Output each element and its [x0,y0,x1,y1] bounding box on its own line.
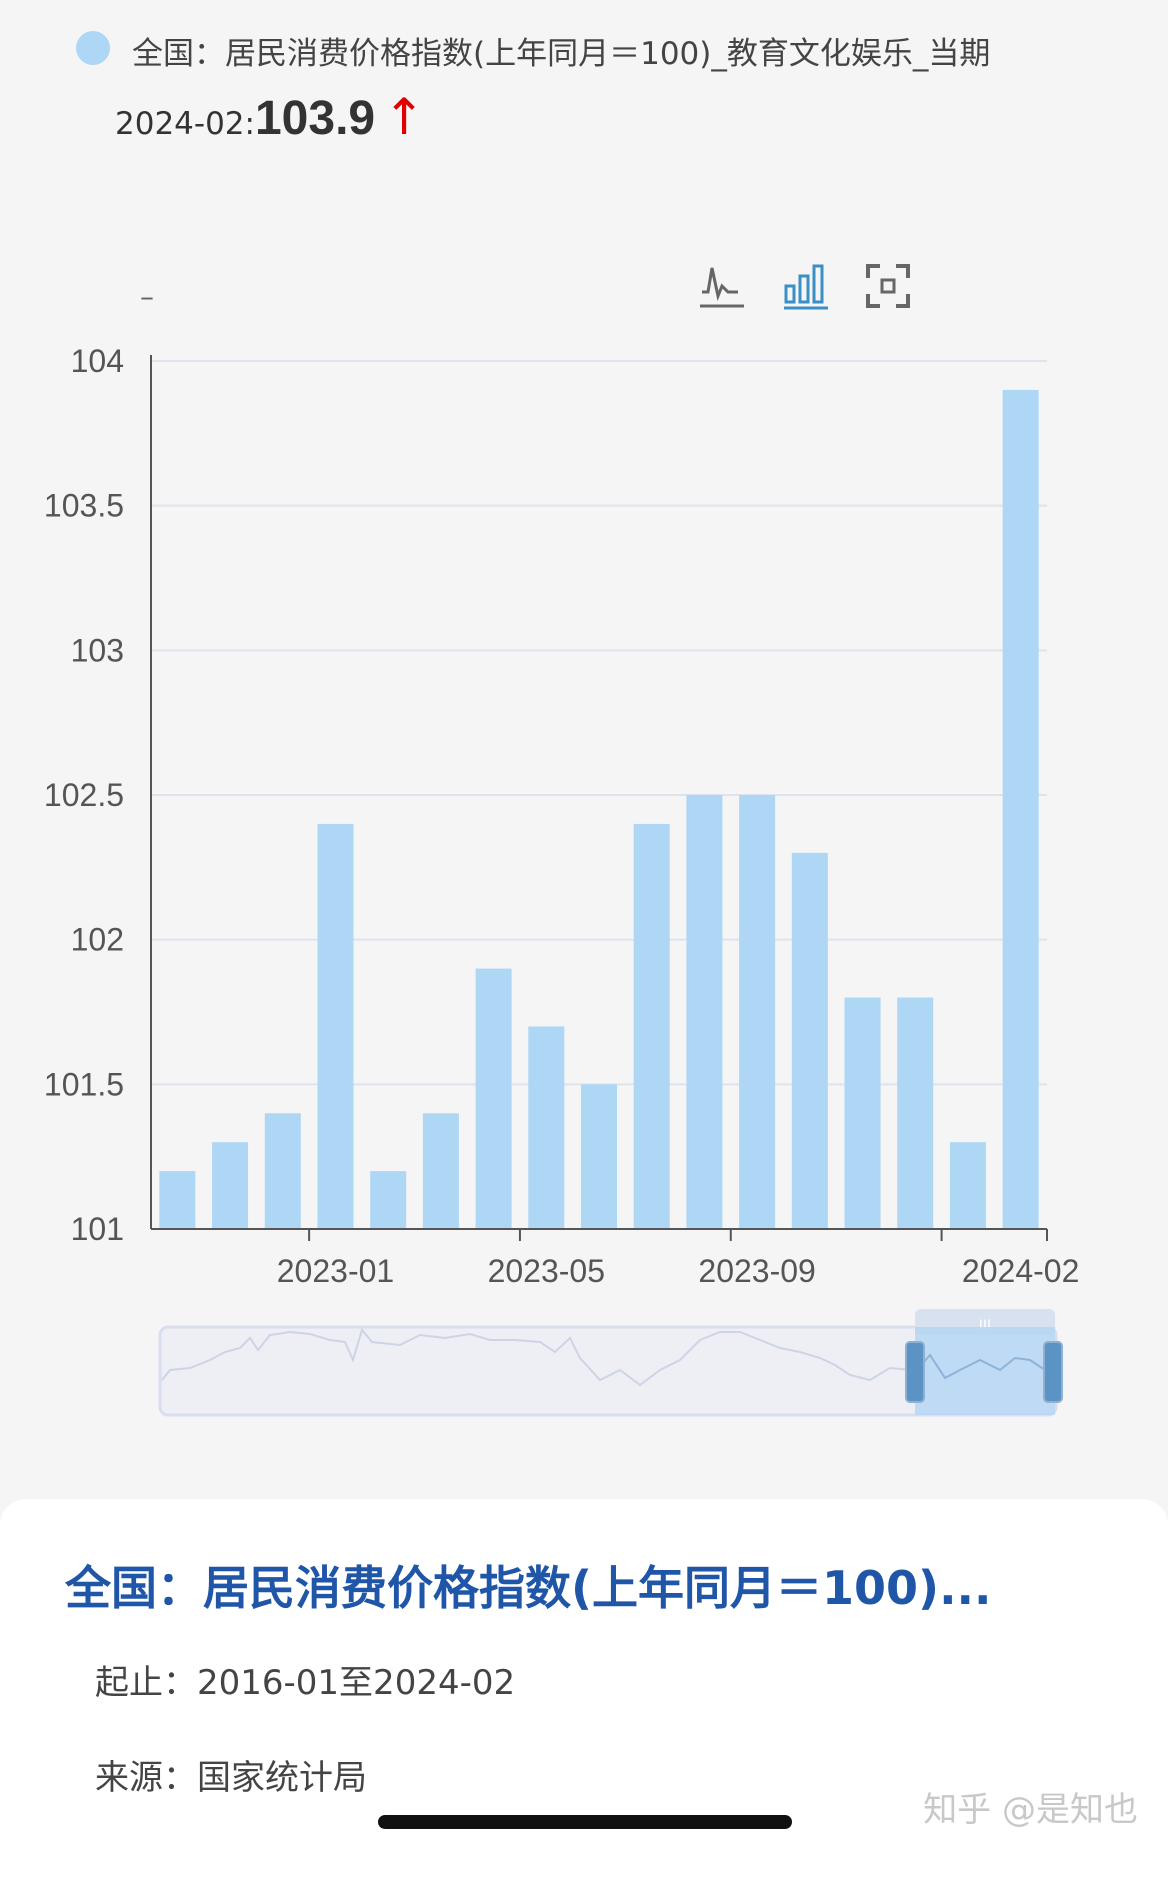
bar-chart: 101 101.5 102 102.5 103 103.5 104 2023-01 2023-0… [44,343,1079,1417]
bar-2023-01[interactable] [317,823,354,1229]
home-indicator[interactable] [378,1815,792,1829]
card-title[interactable]: 全国：居民消费价格指数(上年同月＝100)... [65,1561,992,1615]
data-zoom-selection[interactable] [915,1327,1055,1415]
x-tick-label: 2023-09 [698,1253,815,1289]
source-row: 来源：国家统计局 [95,1750,367,1799]
y-tick-label: 103 [71,632,124,668]
period-row: 起止：2016-01至2024-02 [95,1655,515,1704]
bar-2023-04[interactable] [475,968,512,1229]
latest-number: 103.9 [254,92,376,145]
bar-2023-05[interactable] [528,1026,565,1229]
bar-2023-08[interactable] [686,795,723,1229]
y-tick-label: 103.5 [44,488,124,524]
bar-2022-11[interactable] [212,1142,249,1229]
line-chart-icon[interactable] [698,262,746,310]
data-zoom-selected-line [914,1353,1053,1380]
bar-2023-11[interactable] [844,997,881,1229]
source-value: 国家统计局 [197,1758,367,1798]
unit-label: – [140,280,154,313]
source-label: 来源： [95,1758,197,1798]
info-card [0,1499,1168,1899]
latest-date: 2024-02: [115,106,255,142]
x-tick-label: 2023-01 [277,1253,394,1289]
period-label: 起止： [95,1663,197,1703]
bar-2023-09[interactable] [739,795,776,1229]
bar-2023-07[interactable] [633,823,670,1229]
y-tick-label: 101 [71,1211,124,1247]
y-tick-label: 101.5 [44,1066,124,1102]
data-zoom-left-handle[interactable] [905,1341,925,1403]
watermark: 知乎 @是知也 [923,1790,1138,1830]
y-tick-label: 102 [71,922,124,958]
x-tick-label: 2024-02 [962,1253,1079,1289]
y-tick-label: 104 [71,343,124,379]
legend-marker[interactable] [76,31,110,65]
bar-2023-03[interactable] [422,1113,459,1229]
bar-2023-12[interactable] [897,997,934,1229]
data-zoom-right-handle[interactable] [1043,1341,1063,1403]
bar-2022-12[interactable] [264,1113,301,1229]
y-tick-label: 102.5 [44,777,124,813]
period-value: 2016-01至2024-02 [197,1663,516,1703]
legend-label[interactable]: 全国：居民消费价格指数(上年同月＝100)_教育文化娱乐_当期 [132,36,991,72]
trend-up-icon: ↑ [383,88,426,146]
bar-2023-02[interactable] [370,1171,407,1229]
fullscreen-icon[interactable] [864,262,912,310]
x-tick-label: 2023-05 [488,1253,605,1289]
bar-2024-02[interactable] [1002,389,1039,1229]
data-zoom-overview-line [161,1327,913,1387]
latest-value: 2024-02:103.9 ↑ [115,88,425,146]
bar-2024-01[interactable] [949,1142,986,1229]
bar-chart-icon[interactable] [782,262,830,310]
bar-2023-06[interactable] [581,1084,617,1229]
data-zoom-slider[interactable]: III [158,1309,1063,1417]
bar-2022-10[interactable] [159,1171,196,1229]
bar-2023-10[interactable] [791,852,828,1229]
